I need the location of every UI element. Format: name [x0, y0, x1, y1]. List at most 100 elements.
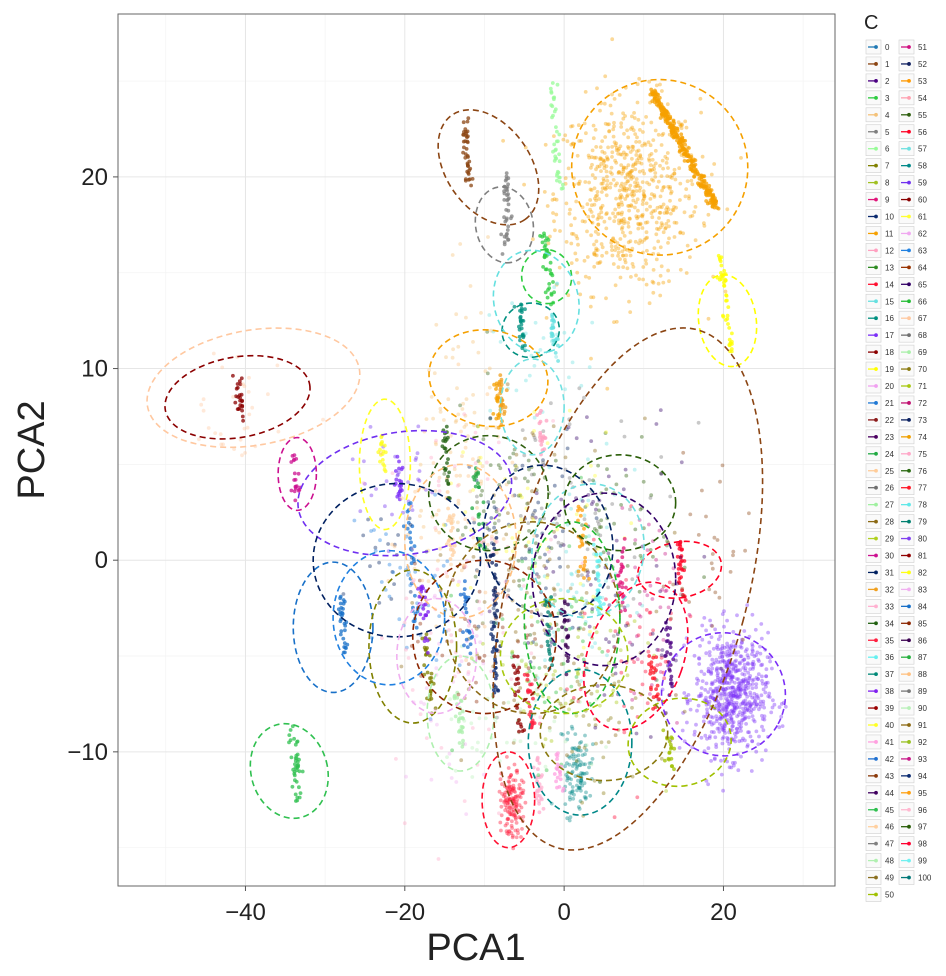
cluster-88-point	[466, 474, 471, 478]
cluster-79-point	[546, 610, 550, 614]
cluster-1-point	[707, 587, 712, 592]
cluster-53-point	[615, 181, 619, 186]
cluster-17-point	[395, 454, 400, 459]
legend-label: 68	[918, 331, 927, 340]
cluster-53-point	[637, 222, 641, 227]
cluster-53-point	[641, 277, 645, 282]
cluster-53-point	[649, 152, 654, 156]
cluster-80-point	[733, 739, 738, 744]
legend-key-dot	[907, 434, 911, 439]
cluster-80-point	[752, 654, 757, 659]
cluster-53-point	[635, 197, 640, 202]
cluster-53-point	[594, 246, 599, 251]
cluster-80-point	[740, 701, 745, 706]
cluster-80-point	[738, 654, 743, 659]
cluster-89-point	[598, 533, 603, 538]
cluster-10-point	[491, 620, 496, 625]
cluster-53-point	[621, 166, 626, 170]
cluster-33-point	[537, 810, 542, 815]
cluster-80-point	[726, 699, 731, 703]
cluster-55-point	[481, 509, 486, 514]
legend-label: 78	[918, 501, 927, 510]
cluster-67-point	[211, 351, 216, 356]
cluster-53-point	[679, 122, 684, 127]
cluster-80-point	[764, 684, 768, 689]
cluster-75-point	[402, 620, 407, 625]
cluster-80-point	[730, 708, 734, 713]
cluster-14-point	[511, 787, 515, 792]
cluster-28-point	[438, 553, 443, 557]
legend-key-dot	[874, 299, 878, 304]
legend-label: 72	[918, 399, 927, 408]
cluster-9-point	[620, 555, 625, 560]
cluster-97-point	[594, 528, 599, 533]
cluster-53-point	[672, 167, 677, 172]
cluster-57-point	[587, 365, 592, 369]
cluster-70-point	[589, 691, 594, 696]
cluster-53-point	[531, 237, 535, 242]
cluster-80-point	[725, 705, 729, 709]
cluster-1-point	[469, 183, 473, 188]
cluster-1-point	[741, 637, 745, 642]
cluster-53-point	[679, 126, 684, 131]
legend-label: 66	[918, 297, 927, 306]
cluster-53-point	[574, 199, 579, 204]
cluster-53-point	[598, 156, 603, 160]
cluster-53-point	[670, 173, 675, 178]
cluster-67-point	[201, 397, 206, 402]
cluster-53-point	[617, 202, 621, 207]
cluster-88-point	[456, 498, 461, 503]
cluster-53-point	[652, 193, 657, 198]
cluster-83-point	[478, 640, 483, 644]
cluster-80-point	[727, 647, 732, 652]
cluster-1-point	[462, 145, 466, 150]
legend-key-dot	[907, 824, 911, 829]
cluster-80-point	[722, 689, 727, 694]
cluster-92-point	[558, 687, 563, 691]
cluster-14-point	[498, 798, 503, 803]
cluster-53-point	[615, 241, 620, 245]
cluster-67-point	[276, 429, 281, 434]
cluster-30-point	[292, 453, 297, 457]
cluster-53-point	[638, 154, 643, 159]
cluster-31-point	[492, 525, 496, 530]
legend-key-dot	[874, 401, 878, 405]
cluster-80-point	[709, 635, 714, 639]
cluster-53-point	[602, 163, 607, 168]
cluster-53-point	[637, 241, 641, 246]
legend-key-dot	[907, 282, 911, 287]
legend-key-dot	[874, 824, 878, 829]
cluster-86-point	[562, 599, 567, 604]
cluster-75-point	[473, 430, 478, 435]
cluster-53-point	[644, 230, 649, 235]
cluster-53-point	[723, 289, 728, 294]
cluster-80-point	[719, 715, 724, 720]
cluster-53-point	[617, 146, 621, 151]
cluster-6-point	[559, 186, 564, 191]
legend-label: 96	[918, 806, 927, 815]
cluster-28-point	[543, 664, 547, 669]
cluster-93-point	[656, 648, 661, 652]
cluster-61-point	[585, 503, 589, 508]
cluster-63-point	[445, 559, 450, 564]
cluster-53-point	[621, 111, 625, 116]
cluster-53-point	[582, 121, 587, 126]
cluster-14-point	[519, 778, 524, 783]
cluster-53-point	[704, 199, 709, 203]
cluster-53-point	[643, 258, 648, 263]
cluster-53-point	[628, 230, 633, 235]
cluster-58-point	[584, 795, 588, 800]
cluster-53-point	[599, 206, 603, 211]
cluster-17-point	[397, 459, 401, 464]
legend-key-dot	[907, 214, 911, 219]
cluster-53-point	[648, 168, 652, 172]
cluster-80-point	[734, 658, 738, 663]
cluster-80-point	[720, 646, 724, 651]
cluster-80-point	[756, 657, 761, 662]
cluster-80-point	[717, 679, 722, 684]
legend-label: 49	[885, 874, 894, 883]
cluster-70-point	[601, 791, 606, 796]
cluster-36-point	[598, 583, 602, 588]
cluster-80-point	[739, 729, 743, 733]
cluster-80-point	[720, 741, 725, 746]
